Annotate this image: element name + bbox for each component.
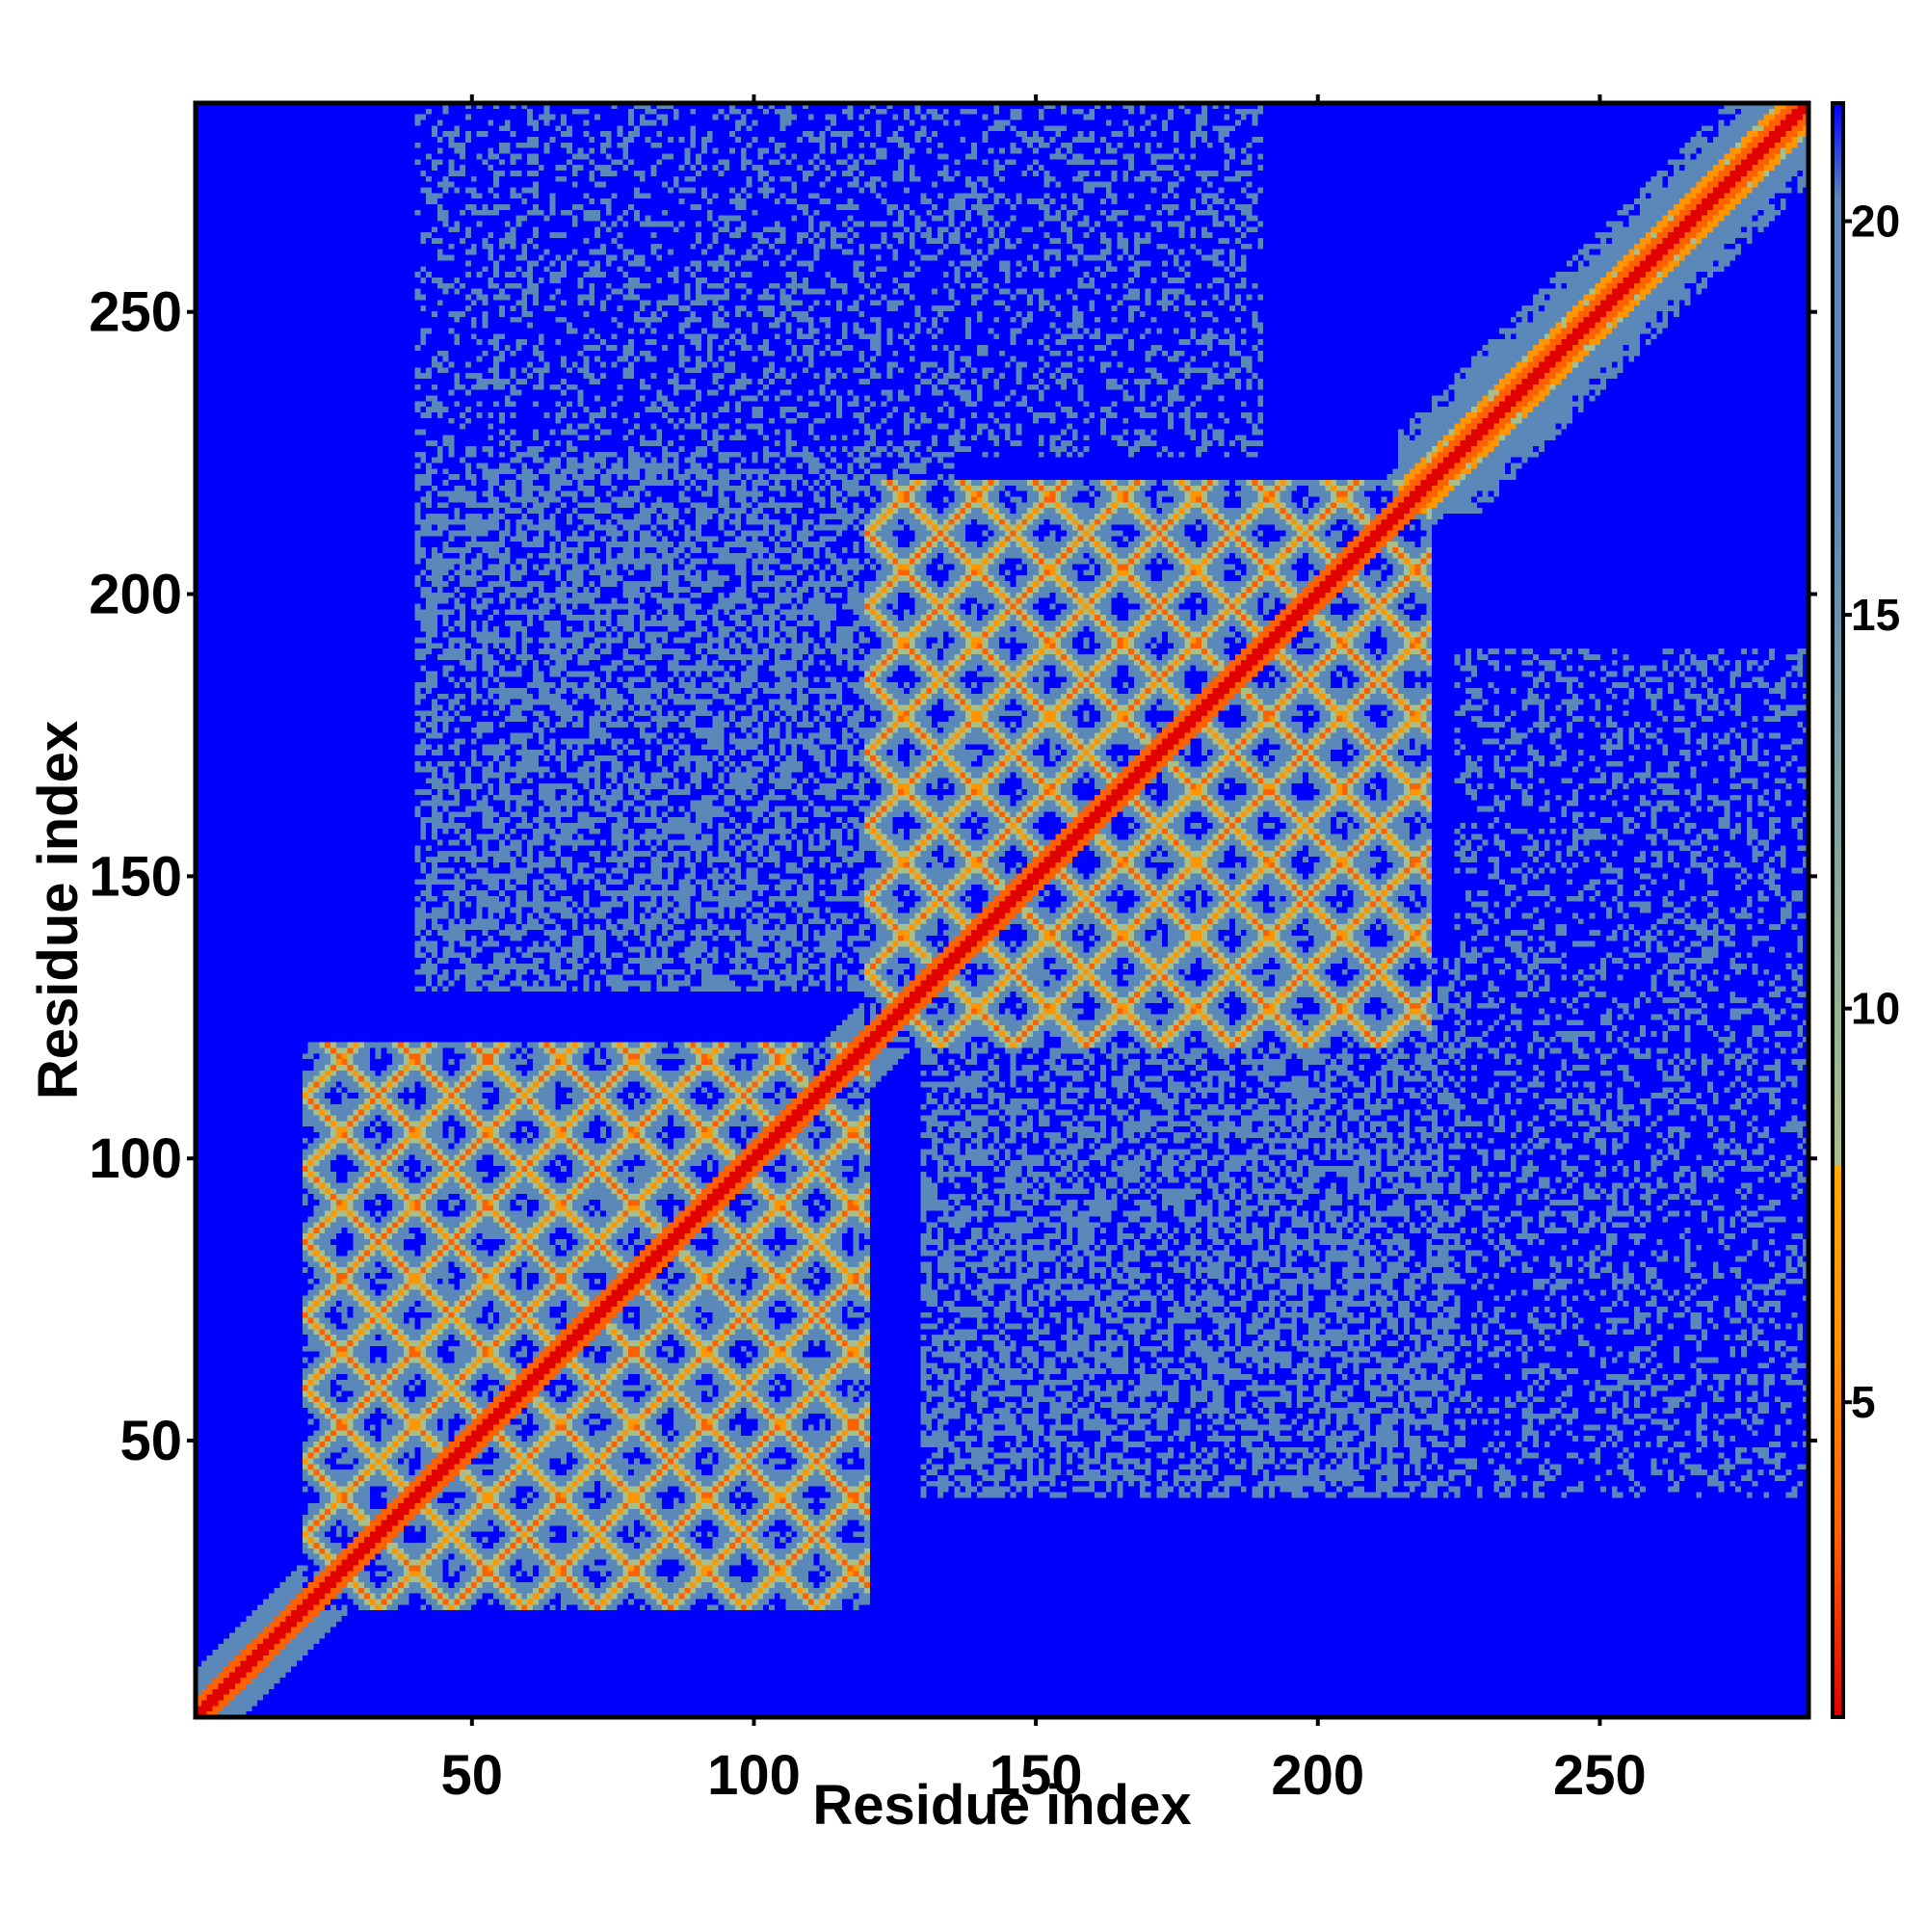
x-tick-label: 250 [1553,1744,1647,1807]
colorbar-ticks: 5 10 15 20 [1843,197,1900,1427]
y-tick-label: 50 [119,1410,182,1472]
x-tick-label: 150 [990,1744,1083,1807]
y-axis: 50 100 150 200 250 [89,281,1817,1472]
x-tick-label: 50 [441,1744,504,1807]
colorbar-tick-label: 15 [1851,590,1900,640]
y-axis-title: Residue index [27,721,90,1099]
plot-area [196,103,1808,1717]
x-tick-label: 100 [707,1744,801,1807]
contact-map-heatmap [196,103,1808,1717]
y-tick-label: 100 [89,1127,182,1190]
x-axis-title: Residue index [812,1774,1191,1837]
y-tick-label: 200 [89,564,182,626]
colorbar: 5 10 15 20 [1831,101,1900,1719]
colorbar-tick-label: 10 [1851,984,1900,1034]
y-tick-label: 250 [89,281,182,344]
x-axis: 50 100 150 200 250 [441,94,1647,1807]
x-tick-label: 200 [1271,1744,1364,1807]
colorbar-tick-label: 20 [1851,197,1900,247]
plot-frame [193,100,1811,1720]
colorbar-gradient [1831,101,1845,1719]
colorbar-tick-label: 5 [1851,1377,1876,1427]
y-tick-label: 150 [89,845,182,908]
